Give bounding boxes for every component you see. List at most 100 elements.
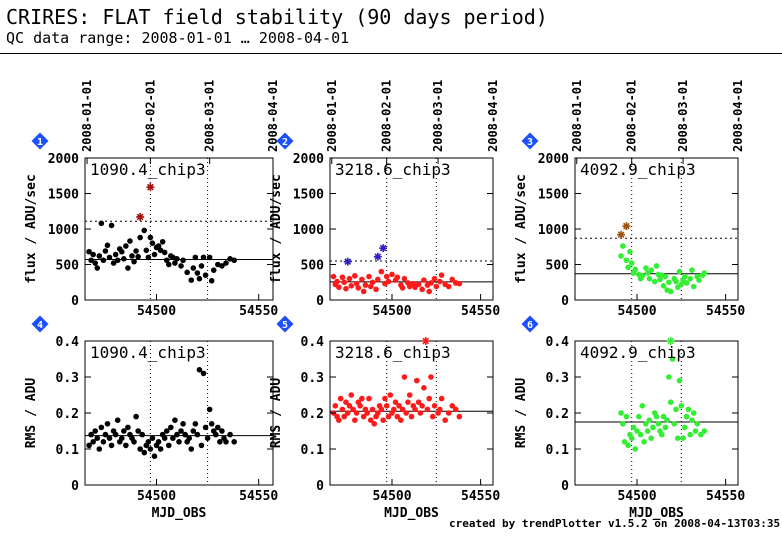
plot-frame — [329, 157, 494, 301]
y-axis-label: RMS / ADU — [269, 378, 284, 449]
data-point — [646, 417, 653, 424]
data-point — [133, 413, 139, 420]
data-point — [428, 374, 434, 380]
data-point — [373, 286, 379, 293]
panel-number-label: 6 — [527, 320, 533, 331]
data-point — [192, 254, 199, 261]
data-point — [680, 435, 686, 442]
plot-frame — [84, 340, 274, 486]
outlier-stroke — [379, 244, 387, 252]
data-point — [426, 288, 433, 295]
data-point — [217, 439, 223, 445]
data-point — [135, 253, 141, 260]
data-point — [673, 278, 679, 285]
page-title: CRIRES: FLAT field stability (90 days pe… — [6, 5, 548, 29]
data-point — [100, 257, 107, 264]
data-point — [678, 281, 685, 288]
data-point — [137, 446, 143, 452]
data-point — [339, 406, 346, 413]
y-tick-label: 1000 — [538, 223, 569, 238]
data-point — [98, 220, 105, 227]
data-point — [630, 424, 637, 431]
top-date-label: 2008-01-01 — [325, 80, 339, 152]
data-point — [108, 442, 115, 449]
data-point — [419, 286, 425, 293]
data-point — [94, 435, 101, 442]
y-tick-label: 500 — [301, 259, 325, 274]
y-tick-label: 500 — [56, 259, 80, 274]
data-point — [352, 273, 358, 279]
data-point — [219, 428, 225, 434]
data-point — [118, 248, 125, 255]
data-point — [92, 428, 99, 434]
data-point — [196, 367, 203, 373]
y-axis-label: flux / ADU/sec — [269, 174, 284, 284]
data-point — [694, 421, 701, 427]
data-point — [401, 275, 408, 282]
data-point — [385, 413, 392, 420]
chart-panel-5: 0 0.1 0.2 0.3 0.4 54500 54550 3218.6_chip3 RMS /… — [269, 315, 500, 521]
data-point — [683, 280, 690, 286]
y-tick-label: 2000 — [538, 152, 569, 167]
data-point — [360, 288, 367, 295]
data-point — [357, 403, 363, 409]
chart-panel-6: 0 0.1 0.2 0.3 0.4 54500 54550 4092.9_chip3 RMS /… — [514, 315, 745, 521]
outlier-marker — [146, 183, 155, 192]
data-point — [165, 442, 172, 449]
data-point — [366, 395, 372, 402]
data-point — [202, 272, 209, 278]
footer-credit: created by trendPlotter v1.5.2 on 2008-0… — [449, 517, 782, 530]
data-point — [673, 406, 679, 413]
data-point — [106, 435, 113, 442]
data-point — [634, 428, 640, 434]
data-point — [456, 280, 463, 287]
data-point — [643, 265, 649, 271]
chart-panel-4: 0 0.1 0.2 0.3 0.4 54500 54550 1090.4_chip3 RMS /… — [24, 315, 278, 521]
data-point — [620, 421, 626, 427]
data-point — [408, 413, 415, 420]
data-point — [419, 403, 425, 409]
outlier-stroke — [422, 337, 430, 345]
data-point — [623, 413, 630, 420]
data-point — [659, 431, 665, 438]
y-tick-label: 0.1 — [301, 443, 325, 458]
outlier-marker — [379, 244, 388, 253]
data-point — [671, 421, 678, 427]
data-point — [641, 439, 647, 445]
data-point — [174, 431, 180, 438]
data-point — [123, 243, 129, 249]
outlier-stroke — [147, 183, 154, 191]
data-point — [106, 254, 113, 261]
data-point — [401, 374, 408, 380]
data-point — [426, 395, 433, 402]
data-point — [348, 283, 355, 289]
data-point — [90, 439, 96, 445]
data-point — [163, 428, 170, 434]
data-point — [360, 413, 367, 420]
data-point — [131, 258, 137, 265]
data-point — [102, 248, 109, 254]
data-point — [157, 446, 164, 452]
data-point — [196, 275, 203, 282]
data-point — [330, 273, 337, 280]
data-point — [88, 431, 94, 438]
data-point — [394, 274, 401, 281]
data-point — [118, 435, 125, 442]
x-axis-label: MJD_OBS — [152, 506, 207, 521]
data-point — [182, 431, 188, 438]
data-point — [382, 395, 388, 402]
outlier-stroke — [623, 222, 630, 230]
data-point — [394, 413, 401, 420]
data-point — [669, 356, 676, 362]
data-point — [639, 273, 646, 279]
data-point — [657, 276, 663, 283]
data-point — [110, 260, 117, 266]
data-point — [108, 222, 115, 229]
data-point — [387, 392, 394, 398]
data-point — [198, 263, 205, 269]
data-point — [643, 421, 649, 427]
data-point — [415, 399, 422, 406]
data-point — [336, 284, 342, 291]
y-tick-label: 0 — [71, 479, 79, 494]
data-point — [364, 410, 371, 416]
